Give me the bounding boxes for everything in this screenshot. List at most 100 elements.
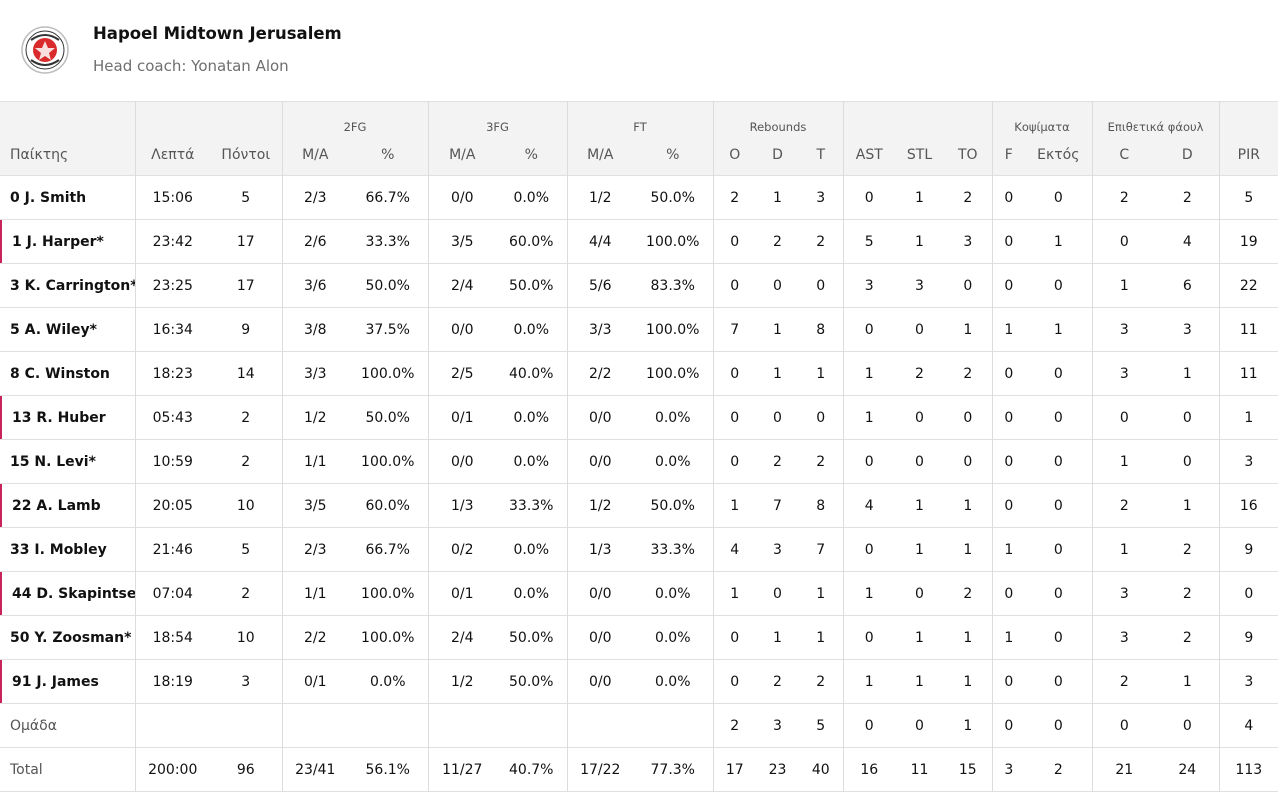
cell-3fg-pct: 50.0% [509, 673, 554, 690]
col-2fg-pct[interactable]: % [348, 135, 428, 176]
col-stl[interactable]: STL [895, 135, 945, 176]
cell-blk-f: 0 [991, 571, 1026, 616]
col-reb-t[interactable]: T [799, 135, 844, 176]
cell-foul-d: 0 [1182, 409, 1192, 426]
cell-minutes: 18:54 [134, 615, 210, 660]
player-name[interactable]: 1 J. Harper* [0, 220, 135, 264]
cell-3fg-ma: 0/0 [427, 175, 496, 220]
cell-reb-d: 3 [773, 541, 782, 558]
col-blk-a[interactable]: Εκτός [1025, 135, 1093, 176]
cell-foul-d: 1 [1182, 365, 1192, 382]
cell-ft-ma: 1/3 [566, 527, 633, 572]
player-name[interactable]: 8 C. Winston [10, 365, 110, 382]
col-ft-ma[interactable]: M/A [566, 135, 633, 176]
cell-2fg-pct: 37.5% [365, 321, 410, 338]
cell-blk-f: 0 [991, 395, 1026, 440]
cell-2fg-ma: 3/3 [281, 351, 348, 396]
cell-2fg-ma [281, 703, 348, 748]
cell-reb-o: 0 [712, 351, 756, 396]
cell-stl: 1 [915, 541, 924, 558]
player-name[interactable]: 15 N. Levi* [10, 453, 96, 470]
col-foul-d[interactable]: D [1156, 135, 1220, 176]
cell-foul-d: 0 [1182, 717, 1192, 734]
col-blk-f[interactable]: F [991, 135, 1026, 176]
player-name[interactable]: 5 A. Wiley* [10, 321, 97, 338]
cell-ft-pct: 100.0% [646, 321, 700, 338]
col-3fg-ma[interactable]: M/A [427, 135, 496, 176]
cell-stl: 2 [915, 365, 924, 382]
cell-pir: 1 [1218, 395, 1278, 440]
cell-foul-c: 21 [1091, 747, 1157, 792]
column-header-row: Παίκτης Λεπτά Πόντοι M/A % M/A % M/A % O… [0, 135, 1278, 176]
cell-to: 2 [963, 189, 973, 206]
col-player[interactable]: Παίκτης [0, 135, 135, 176]
cell-to: 1 [963, 541, 973, 558]
cell-reb-d: 2 [773, 233, 782, 250]
cell-2fg-pct: 66.7% [365, 541, 410, 558]
col-minutes[interactable]: Λεπτά [134, 135, 210, 176]
cell-blk-a: 0 [1053, 409, 1063, 426]
cell-3fg-ma: 0/0 [427, 307, 496, 352]
cell-reb-t: 0 [816, 277, 826, 294]
player-name[interactable]: 13 R. Huber [0, 396, 135, 440]
cell-ast: 16 [842, 747, 896, 792]
cell-minutes: 200:00 [134, 747, 210, 792]
cell-blk-a: 1 [1053, 321, 1063, 338]
cell-foul-d: 2 [1182, 585, 1192, 602]
col-ast[interactable]: AST [842, 135, 896, 176]
col-3fg-pct[interactable]: % [496, 135, 567, 176]
player-name[interactable]: 3 K. Carrington* [10, 277, 135, 294]
table-row: 1 J. Harper* 23:42 17 2/6 33.3% 3/5 60.0% 4/4 10… [0, 219, 1278, 264]
col-ft-pct[interactable]: % [633, 135, 713, 176]
cell-points: 10 [236, 497, 255, 514]
cell-ft-pct: 33.3% [650, 541, 695, 558]
cell-reb-o: 1 [712, 483, 756, 528]
cell-minutes: 18:19 [134, 659, 210, 704]
cell-3fg-pct: 0.0% [513, 409, 550, 426]
cell-stl: 3 [915, 277, 924, 294]
cell-ft-pct: 0.0% [654, 585, 691, 602]
col-foul-c[interactable]: C [1091, 135, 1157, 176]
group-fouls: Επιθετικά φάουλ [1091, 101, 1220, 135]
cell-ft-pct [633, 704, 713, 748]
cell-blk-a: 0 [1053, 717, 1063, 734]
cell-ft-pct: 83.3% [650, 277, 695, 294]
total-row: Total 200:00 96 23/41 56.1% 11/27 40.7% 17/22 77… [0, 747, 1278, 792]
cell-ast: 1 [842, 395, 896, 440]
cell-blk-a: 0 [1053, 277, 1063, 294]
cell-ft-ma: 0/0 [566, 439, 633, 484]
col-2fg-ma[interactable]: M/A [281, 135, 348, 176]
group-header-row: 2FG 3FG FT Rebounds Κοψίματα Επιθετικά φ… [0, 101, 1278, 135]
cell-ft-pct: 0.0% [654, 629, 691, 646]
cell-foul-d: 6 [1182, 277, 1192, 294]
col-points[interactable]: Πόντοι [210, 135, 282, 176]
cell-2fg-pct: 33.3% [365, 233, 410, 250]
player-name[interactable]: 91 J. James [0, 660, 135, 704]
player-name[interactable]: 22 A. Lamb [0, 484, 135, 528]
cell-3fg-ma: 0/1 [427, 571, 496, 616]
cell-foul-d: 2 [1182, 189, 1192, 206]
cell-minutes: 21:46 [134, 527, 210, 572]
player-name[interactable]: 0 J. Smith [10, 189, 87, 206]
col-pir[interactable]: PIR [1218, 135, 1278, 176]
cell-foul-c: 0 [1091, 703, 1157, 748]
cell-reb-t: 5 [816, 717, 826, 734]
cell-3fg-ma: 2/4 [427, 263, 496, 308]
col-reb-d[interactable]: D [756, 135, 799, 176]
player-name[interactable]: 33 I. Mobley [10, 541, 107, 558]
cell-foul-d: 0 [1182, 453, 1192, 470]
col-reb-o[interactable]: O [712, 135, 756, 176]
cell-3fg-pct: 50.0% [509, 277, 554, 294]
cell-2fg-ma: 1/1 [281, 571, 348, 616]
cell-3fg-pct: 0.0% [513, 541, 550, 558]
player-name[interactable]: 44 D. Skapintsev [0, 572, 135, 616]
cell-2fg-pct: 100.0% [361, 365, 415, 382]
cell-3fg-pct: 33.3% [509, 497, 554, 514]
cell-2fg-ma: 2/3 [281, 175, 348, 220]
cell-2fg-pct: 100.0% [361, 453, 415, 470]
cell-blk-f: 1 [991, 527, 1026, 572]
cell-reb-o: 0 [712, 659, 756, 704]
cell-reb-t: 2 [816, 673, 826, 690]
player-name[interactable]: 50 Y. Zoosman* [10, 629, 132, 646]
col-to[interactable]: TO [944, 135, 993, 176]
